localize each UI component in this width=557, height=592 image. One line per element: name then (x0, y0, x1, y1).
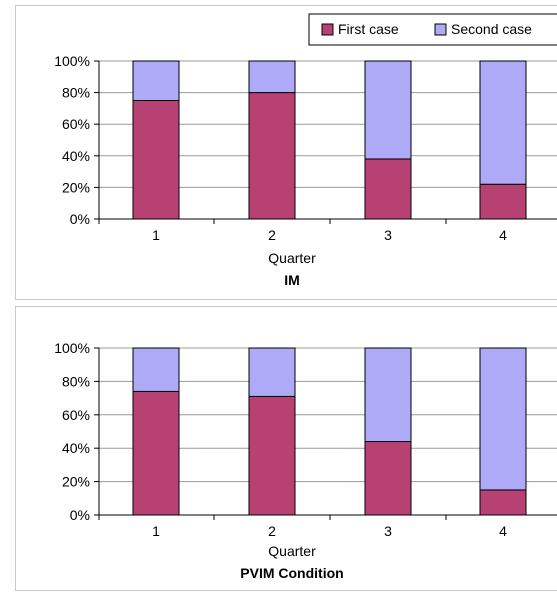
bar-first-case-q1 (132, 390, 180, 516)
x-tick-label: 4 (499, 227, 507, 243)
y-tick-label: 60% (62, 116, 90, 132)
y-tick-label: 60% (62, 407, 90, 423)
x-tick-label: 2 (268, 523, 276, 539)
x-tick-label: 2 (268, 227, 276, 243)
x-tick-label: 3 (384, 227, 392, 243)
y-tick-label: 100% (54, 53, 90, 69)
bar-first-case-q2 (248, 92, 296, 220)
legend-swatch-second-case (434, 23, 447, 36)
bar-first-case-q3 (364, 158, 412, 220)
bar-first-case-q3 (364, 441, 412, 516)
bar-second-case-q1 (132, 60, 180, 101)
bar-second-case-q2 (248, 347, 296, 397)
y-tick-label: 0% (70, 211, 90, 227)
stacked-bar-chart-pvim: 0% 20% 40% 60% 80% 100% 1 2 3 4 Quarter PVIM Condit… (54, 340, 557, 581)
x-axis-title: Quarter (268, 543, 316, 559)
bar-second-case-q1 (132, 347, 180, 392)
chart-caption: PVIM Condition (240, 565, 343, 581)
bar-second-case-q3 (364, 60, 412, 160)
x-tick-label: 4 (499, 523, 507, 539)
bar-first-case-q1 (132, 100, 180, 220)
bar-first-case-q4 (479, 183, 527, 220)
y-tick-label: 100% (54, 340, 90, 356)
legend-box (308, 13, 557, 46)
bar-second-case-q2 (248, 60, 296, 94)
y-tick-label: 0% (70, 507, 90, 523)
legend-label-first-case: First case (338, 21, 399, 37)
x-tick-label: 1 (152, 523, 160, 539)
y-tick-label: 20% (62, 474, 90, 490)
y-tick-label: 20% (62, 179, 90, 195)
chart-caption: IM (284, 272, 300, 288)
bar-second-case-q4 (479, 347, 527, 491)
y-tick-label: 40% (62, 148, 90, 164)
bar-second-case-q3 (364, 347, 412, 443)
x-tick-label: 3 (384, 523, 392, 539)
legend: First case Second case (308, 13, 557, 46)
bar-second-case-q4 (479, 60, 527, 185)
x-tick-label: 1 (152, 227, 160, 243)
y-tick-label: 80% (62, 85, 90, 101)
chart-panel-im: 0% 20% 40% 60% 80% 100% 1 2 3 4 Quarter IM First cas… (15, 5, 557, 300)
stacked-bar-chart-im: 0% 20% 40% 60% 80% 100% 1 2 3 4 Quarter IM First cas… (54, 13, 557, 288)
x-axis-title: Quarter (268, 250, 316, 266)
bar-first-case-q2 (248, 395, 296, 516)
legend-swatch-first-case (321, 23, 334, 36)
chart-panel-pvim: 0% 20% 40% 60% 80% 100% 1 2 3 4 Quarter PVIM Condit… (15, 306, 557, 591)
bar-first-case-q4 (479, 489, 527, 516)
legend-label-second-case: Second case (451, 21, 532, 37)
y-tick-label: 80% (62, 373, 90, 389)
y-tick-label: 40% (62, 440, 90, 456)
